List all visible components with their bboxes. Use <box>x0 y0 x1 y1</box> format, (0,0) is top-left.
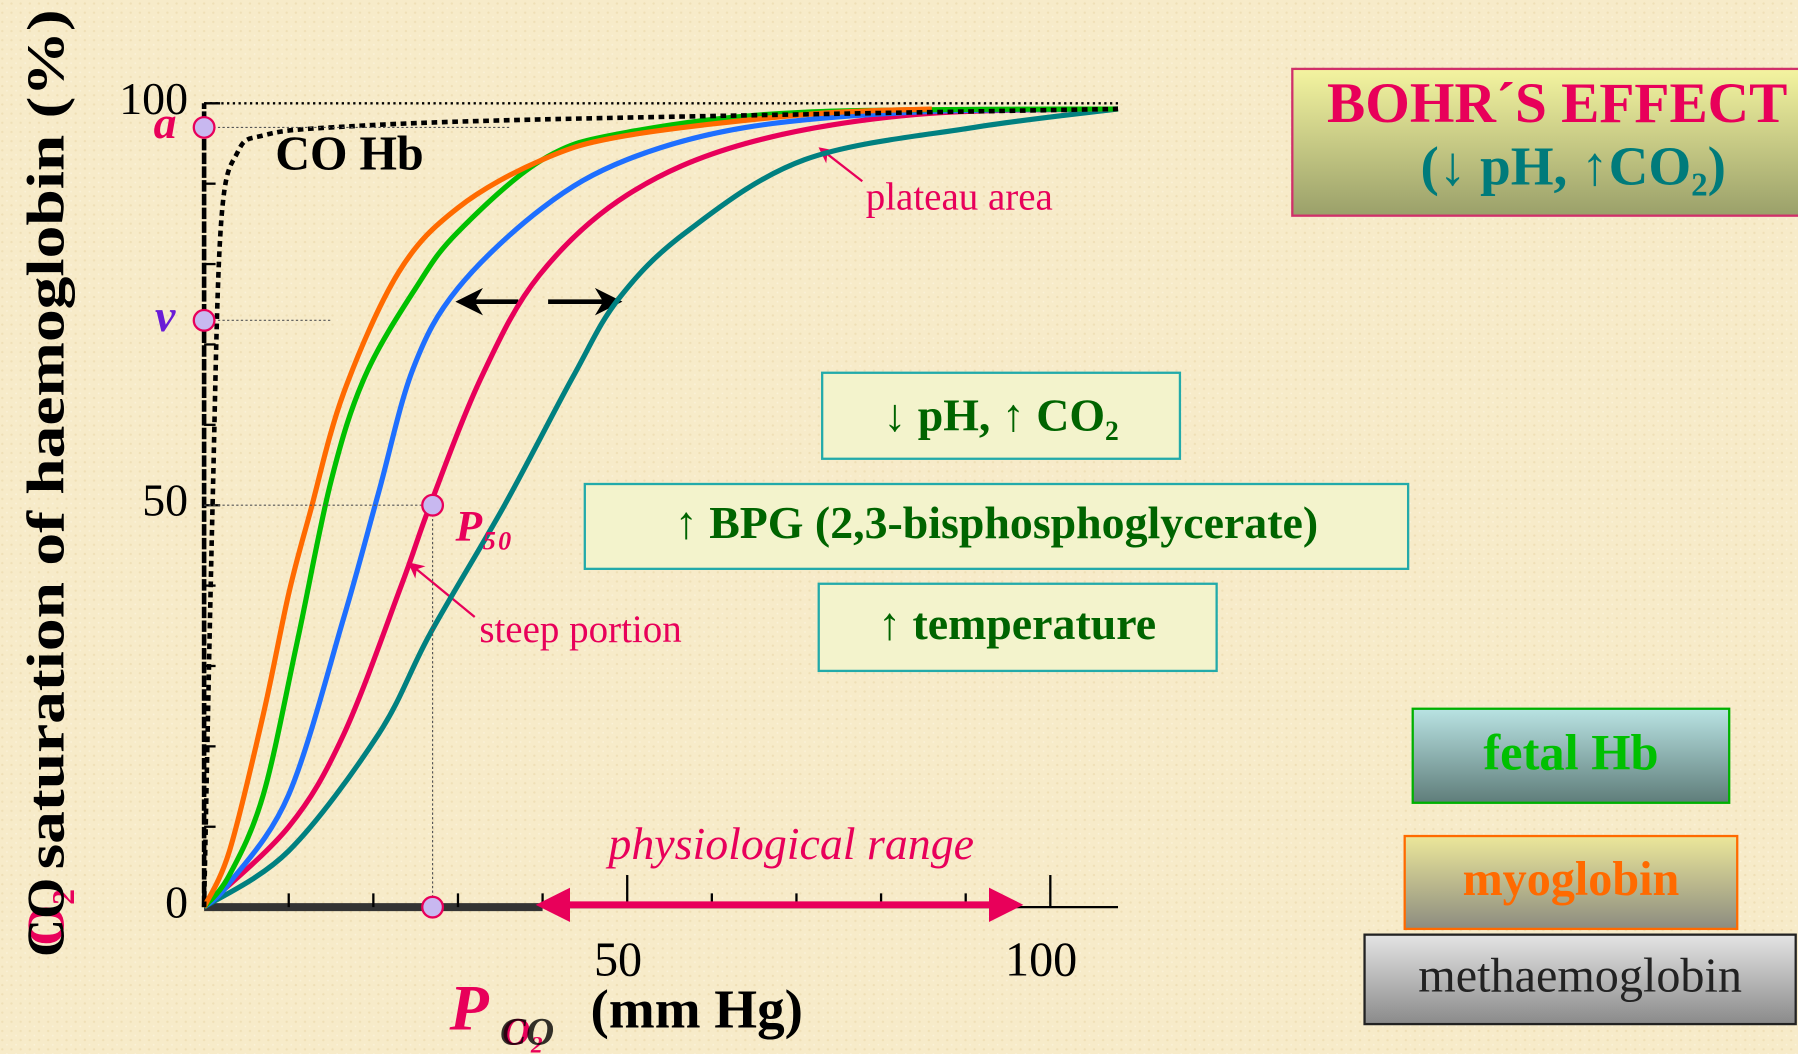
point <box>421 895 445 919</box>
point-label: P₅₀ <box>455 502 513 550</box>
curve <box>202 106 1119 910</box>
x-tick-label: 50 <box>594 934 642 987</box>
y-label-gas: O₂ <box>18 889 76 946</box>
x-label-symbol: P <box>449 973 490 1044</box>
methaemoglobin-box <box>1363 933 1797 1026</box>
bpg-box <box>583 482 1410 571</box>
y-tick-label: 100 <box>119 73 188 124</box>
point <box>421 493 445 517</box>
curve <box>201 106 932 909</box>
range-label: physiological range <box>605 818 974 869</box>
co-hb-label: CO Hb <box>275 127 424 180</box>
x-label-unit: (mm Hg) <box>591 979 803 1040</box>
point <box>192 115 216 139</box>
curve <box>202 106 1119 910</box>
x-tick-label: 100 <box>1005 934 1077 987</box>
co-curve <box>201 106 1119 908</box>
curve <box>202 106 1119 909</box>
y-label-text: saturation of haemoglobin (%) <box>18 9 76 869</box>
fetal-legend-box <box>1411 707 1731 804</box>
point-label: a <box>154 97 177 148</box>
ph-text: ↓ pH, ↑ CO₂ <box>883 389 1118 440</box>
bohr-subtitle: (↓ pH, ↑CO₂) <box>1421 136 1726 197</box>
bohr-title: BOHR´S EFFECT <box>1327 72 1787 135</box>
methaemoglobin-label: methaemoglobin <box>1418 950 1742 1003</box>
temp-box <box>817 582 1218 673</box>
bohr-box <box>1291 67 1798 217</box>
y-tick-label: 50 <box>142 475 188 526</box>
x-label-sub: O₂ <box>502 1011 544 1054</box>
plateau-label: plateau area <box>866 176 1053 219</box>
bpg-text: ↑ BPG (2,3-bisphosphoglycerate) <box>675 497 1318 548</box>
temp-text: ↑ temperature <box>878 598 1156 649</box>
ph-box <box>821 371 1182 460</box>
point-label: v <box>155 290 176 341</box>
y-tick-label: 0 <box>165 877 188 928</box>
steep-label: steep portion <box>479 608 681 651</box>
point <box>192 308 216 332</box>
y-label-gas-overlay: CO <box>18 878 76 957</box>
steep-arrow <box>408 562 476 618</box>
fetal-legend: fetal Hb <box>1483 725 1658 781</box>
myoglobin-legend: myoglobin <box>1463 853 1680 906</box>
x-label-sub-overlay: CO <box>500 1011 554 1054</box>
myoglobin-legend-box <box>1403 834 1739 931</box>
y-label: O₂ CO saturation of haemoglobin (%) <box>18 9 76 957</box>
